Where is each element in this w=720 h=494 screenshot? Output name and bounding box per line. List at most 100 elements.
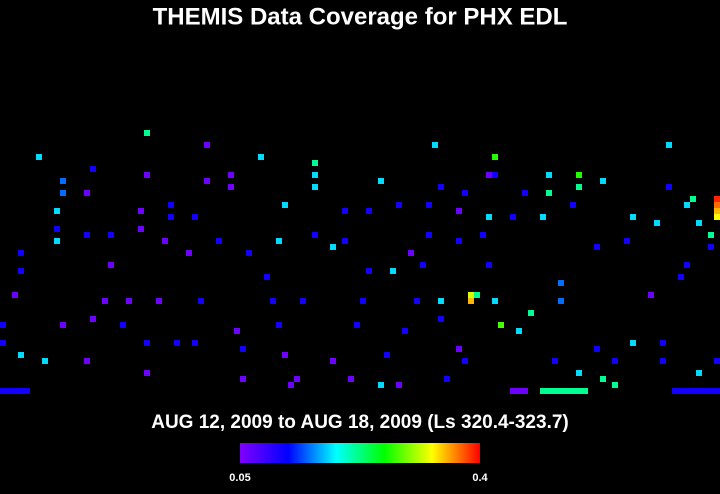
coverage-cell: [378, 382, 384, 388]
coverage-cell: [312, 232, 318, 238]
coverage-cell: [354, 322, 360, 328]
coverage-cell: [708, 388, 714, 394]
coverage-cell: [714, 358, 720, 364]
coverage-cell: [264, 274, 270, 280]
coverage-cell: [198, 298, 204, 304]
coverage-cell: [696, 220, 702, 226]
coverage-cell: [714, 214, 720, 220]
coverage-cell: [396, 382, 402, 388]
coverage-cell: [240, 376, 246, 382]
coverage-cell: [660, 340, 666, 346]
coverage-cell: [714, 202, 720, 208]
coverage-cell: [462, 190, 468, 196]
coverage-cell: [12, 388, 18, 394]
coverage-cell: [684, 262, 690, 268]
coverage-cell: [342, 238, 348, 244]
coverage-cell: [228, 184, 234, 190]
coverage-cell: [0, 322, 6, 328]
coverage-cell: [570, 202, 576, 208]
coverage-cell: [276, 322, 282, 328]
coverage-cell: [312, 172, 318, 178]
coverage-cell: [144, 340, 150, 346]
coverage-cell: [54, 238, 60, 244]
coverage-cell: [528, 310, 534, 316]
coverage-cell: [0, 388, 6, 394]
coverage-cell: [654, 220, 660, 226]
coverage-cell: [138, 226, 144, 232]
coverage-cell: [576, 388, 582, 394]
coverage-cell: [522, 190, 528, 196]
colorbar-tick-label: 0.4: [472, 472, 488, 484]
coverage-cell: [516, 388, 522, 394]
coverage-cell: [444, 376, 450, 382]
coverage-cell: [162, 238, 168, 244]
coverage-cell: [708, 232, 714, 238]
coverage-cell: [570, 388, 576, 394]
coverage-cell: [234, 328, 240, 334]
coverage-cell: [576, 184, 582, 190]
coverage-cell: [18, 250, 24, 256]
coverage-cell: [84, 232, 90, 238]
coverage-cell: [60, 190, 66, 196]
coverage-cell: [144, 172, 150, 178]
coverage-cell: [474, 292, 480, 298]
coverage-cell: [0, 340, 6, 346]
coverage-cell: [576, 370, 582, 376]
coverage-cell: [378, 178, 384, 184]
coverage-cell: [438, 184, 444, 190]
coverage-cell: [540, 214, 546, 220]
coverage-cell: [168, 214, 174, 220]
coverage-cell: [666, 142, 672, 148]
coverage-cell: [282, 202, 288, 208]
coverage-cell: [138, 208, 144, 214]
coverage-cell: [126, 298, 132, 304]
coverage-cell: [558, 388, 564, 394]
coverage-cell: [60, 322, 66, 328]
coverage-cell: [492, 298, 498, 304]
coverage-cell: [558, 298, 564, 304]
coverage-cell: [546, 190, 552, 196]
coverage-cell: [486, 262, 492, 268]
coverage-cell: [282, 352, 288, 358]
coverage-cell: [612, 382, 618, 388]
coverage-cell: [630, 340, 636, 346]
coverage-cell: [648, 292, 654, 298]
coverage-cell: [624, 238, 630, 244]
coverage-cell: [414, 298, 420, 304]
coverage-cell: [270, 298, 276, 304]
coverage-cell: [684, 202, 690, 208]
coverage-cell: [510, 388, 516, 394]
coverage-cell: [366, 268, 372, 274]
coverage-cell: [408, 250, 414, 256]
coverage-cell: [396, 202, 402, 208]
coverage-cell: [678, 388, 684, 394]
coverage-cell: [594, 244, 600, 250]
coverage-cell: [186, 250, 192, 256]
coverage-cell: [288, 382, 294, 388]
coverage-cell: [330, 358, 336, 364]
coverage-cell: [156, 298, 162, 304]
coverage-cell: [546, 388, 552, 394]
coverage-cell: [312, 160, 318, 166]
coverage-cell: [594, 346, 600, 352]
coverage-cell: [438, 316, 444, 322]
coverage-cell: [204, 178, 210, 184]
coverage-cell: [546, 172, 552, 178]
coverage-cell: [366, 208, 372, 214]
coverage-cell: [552, 388, 558, 394]
coverage-cell: [330, 244, 336, 250]
coverage-cell: [54, 208, 60, 214]
coverage-cell: [90, 166, 96, 172]
colorbar: [240, 443, 480, 463]
coverage-cell: [708, 244, 714, 250]
coverage-cell: [702, 388, 708, 394]
coverage-cell: [228, 172, 234, 178]
coverage-cell: [144, 370, 150, 376]
coverage-cell: [690, 196, 696, 202]
coverage-cell: [456, 346, 462, 352]
coverage-cell: [684, 388, 690, 394]
chart-title: THEMIS Data Coverage for PHX EDL: [153, 3, 568, 30]
coverage-cell: [582, 388, 588, 394]
